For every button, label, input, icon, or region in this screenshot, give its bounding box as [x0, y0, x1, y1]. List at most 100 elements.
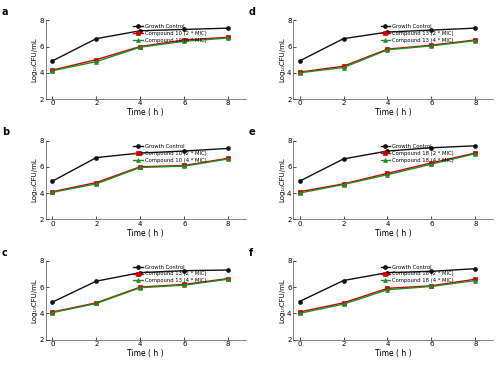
Text: e: e	[249, 127, 256, 137]
Line: Compound 13 (2 * MIC): Compound 13 (2 * MIC)	[298, 38, 478, 74]
Growth Control	[182, 269, 188, 273]
Compound 18 (4 * MIC)	[296, 191, 302, 195]
Growth Control	[225, 146, 231, 151]
Line: Compound 10 (4 * MIC): Compound 10 (4 * MIC)	[50, 157, 230, 194]
Compound 10 (2 * MIC)	[138, 44, 143, 49]
Y-axis label: Log₁₀CFU/mL: Log₁₀CFU/mL	[279, 37, 285, 82]
Growth Control	[50, 300, 56, 304]
Text: c: c	[2, 248, 8, 258]
Growth Control	[50, 59, 56, 63]
Compound 18 (2 * MIC)	[384, 171, 390, 176]
Compound 13 (2 * MIC)	[94, 301, 100, 305]
X-axis label: Time ( h ): Time ( h )	[374, 108, 412, 118]
Line: Growth Control: Growth Control	[298, 267, 478, 303]
Compound 10 (2 * MIC)	[182, 163, 188, 168]
X-axis label: Time ( h ): Time ( h )	[128, 229, 164, 238]
Growth Control	[182, 149, 188, 153]
Legend: Growth Control, Compound 18 (2 * MIC), Compound 18 (4 * MIC): Growth Control, Compound 18 (2 * MIC), C…	[380, 264, 455, 284]
Compound 18 (2 * MIC)	[384, 286, 390, 291]
Growth Control	[138, 151, 143, 155]
Growth Control	[138, 28, 143, 33]
Compound 10 (2 * MIC)	[138, 165, 143, 169]
Growth Control	[428, 28, 434, 32]
X-axis label: Time ( h ): Time ( h )	[128, 349, 164, 358]
Compound 10 (2 * MIC)	[94, 180, 100, 185]
Growth Control	[50, 179, 56, 184]
Line: Compound 10 (2 * MIC): Compound 10 (2 * MIC)	[50, 35, 230, 72]
Line: Growth Control: Growth Control	[298, 26, 478, 63]
Growth Control	[428, 269, 434, 273]
Growth Control	[296, 299, 302, 304]
Legend: Growth Control, Compound 13 (2 * MIC), Compound 13 (4 * MIC): Growth Control, Compound 13 (2 * MIC), C…	[132, 264, 208, 284]
Compound 10 (4 * MIC)	[94, 182, 100, 186]
Compound 10 (2 * MIC)	[225, 35, 231, 39]
Compound 13 (2 * MIC)	[472, 38, 478, 42]
Growth Control	[225, 26, 231, 30]
Y-axis label: Log₁₀CFU/mL: Log₁₀CFU/mL	[32, 37, 38, 82]
Line: Growth Control: Growth Control	[50, 268, 230, 304]
Line: Compound 18 (4 * MIC): Compound 18 (4 * MIC)	[298, 278, 478, 315]
Compound 18 (2 * MIC)	[340, 182, 346, 186]
Line: Compound 18 (4 * MIC): Compound 18 (4 * MIC)	[298, 152, 478, 195]
Compound 18 (2 * MIC)	[340, 301, 346, 305]
Text: b: b	[2, 127, 9, 137]
Growth Control	[384, 270, 390, 275]
Compound 18 (4 * MIC)	[384, 288, 390, 292]
Compound 13 (4 * MIC)	[50, 311, 56, 315]
Y-axis label: Log₁₀CFU/mL: Log₁₀CFU/mL	[32, 158, 38, 202]
X-axis label: Time ( h ): Time ( h )	[128, 108, 164, 118]
Line: Compound 13 (4 * MIC): Compound 13 (4 * MIC)	[50, 277, 230, 315]
Line: Compound 10 (2 * MIC): Compound 10 (2 * MIC)	[50, 156, 230, 194]
Growth Control	[138, 270, 143, 275]
Line: Compound 10 (4 * MIC): Compound 10 (4 * MIC)	[50, 36, 230, 73]
Compound 18 (2 * MIC)	[296, 310, 302, 314]
Compound 10 (2 * MIC)	[50, 189, 56, 194]
Text: a: a	[2, 7, 8, 17]
Compound 13 (4 * MIC)	[94, 301, 100, 306]
Growth Control	[296, 179, 302, 184]
Line: Growth Control: Growth Control	[50, 146, 230, 183]
Growth Control	[225, 268, 231, 272]
Growth Control	[340, 278, 346, 283]
Compound 18 (2 * MIC)	[472, 277, 478, 281]
Compound 18 (2 * MIC)	[472, 151, 478, 155]
Compound 18 (4 * MIC)	[296, 311, 302, 315]
Growth Control	[472, 266, 478, 271]
Legend: Growth Control, Compound 10 (2 * MIC), Compound 10 (4 * MIC): Growth Control, Compound 10 (2 * MIC), C…	[132, 23, 208, 44]
Compound 13 (2 * MIC)	[384, 47, 390, 51]
Compound 13 (4 * MIC)	[472, 38, 478, 43]
Compound 13 (4 * MIC)	[296, 70, 302, 75]
Growth Control	[472, 26, 478, 30]
Compound 13 (4 * MIC)	[340, 65, 346, 70]
Compound 18 (4 * MIC)	[472, 278, 478, 283]
Compound 10 (4 * MIC)	[138, 45, 143, 49]
Y-axis label: Log₁₀CFU/mL: Log₁₀CFU/mL	[279, 278, 285, 323]
Compound 10 (4 * MIC)	[50, 190, 56, 195]
Compound 18 (4 * MIC)	[340, 302, 346, 306]
Compound 13 (4 * MIC)	[138, 285, 143, 290]
Growth Control	[472, 143, 478, 148]
Compound 18 (2 * MIC)	[428, 161, 434, 165]
Compound 10 (4 * MIC)	[182, 39, 188, 43]
Compound 10 (4 * MIC)	[225, 36, 231, 40]
Compound 10 (2 * MIC)	[182, 38, 188, 42]
Compound 18 (4 * MIC)	[384, 173, 390, 177]
Compound 10 (4 * MIC)	[225, 157, 231, 161]
X-axis label: Time ( h ): Time ( h )	[374, 349, 412, 358]
Compound 13 (4 * MIC)	[225, 277, 231, 281]
Text: f: f	[249, 248, 253, 258]
Compound 13 (2 * MIC)	[182, 282, 188, 287]
Compound 10 (4 * MIC)	[50, 69, 56, 73]
Legend: Growth Control, Compound 10 (2 * MIC), Compound 10 (4 * MIC): Growth Control, Compound 10 (2 * MIC), C…	[132, 143, 208, 164]
Compound 13 (2 * MIC)	[428, 43, 434, 47]
Line: Compound 13 (2 * MIC): Compound 13 (2 * MIC)	[50, 277, 230, 314]
Compound 13 (4 * MIC)	[384, 47, 390, 52]
Compound 10 (2 * MIC)	[94, 57, 100, 62]
Growth Control	[94, 36, 100, 41]
Compound 18 (4 * MIC)	[428, 284, 434, 289]
Growth Control	[340, 157, 346, 161]
Compound 18 (4 * MIC)	[340, 182, 346, 187]
Growth Control	[94, 279, 100, 283]
Growth Control	[94, 155, 100, 160]
Growth Control	[296, 59, 302, 63]
